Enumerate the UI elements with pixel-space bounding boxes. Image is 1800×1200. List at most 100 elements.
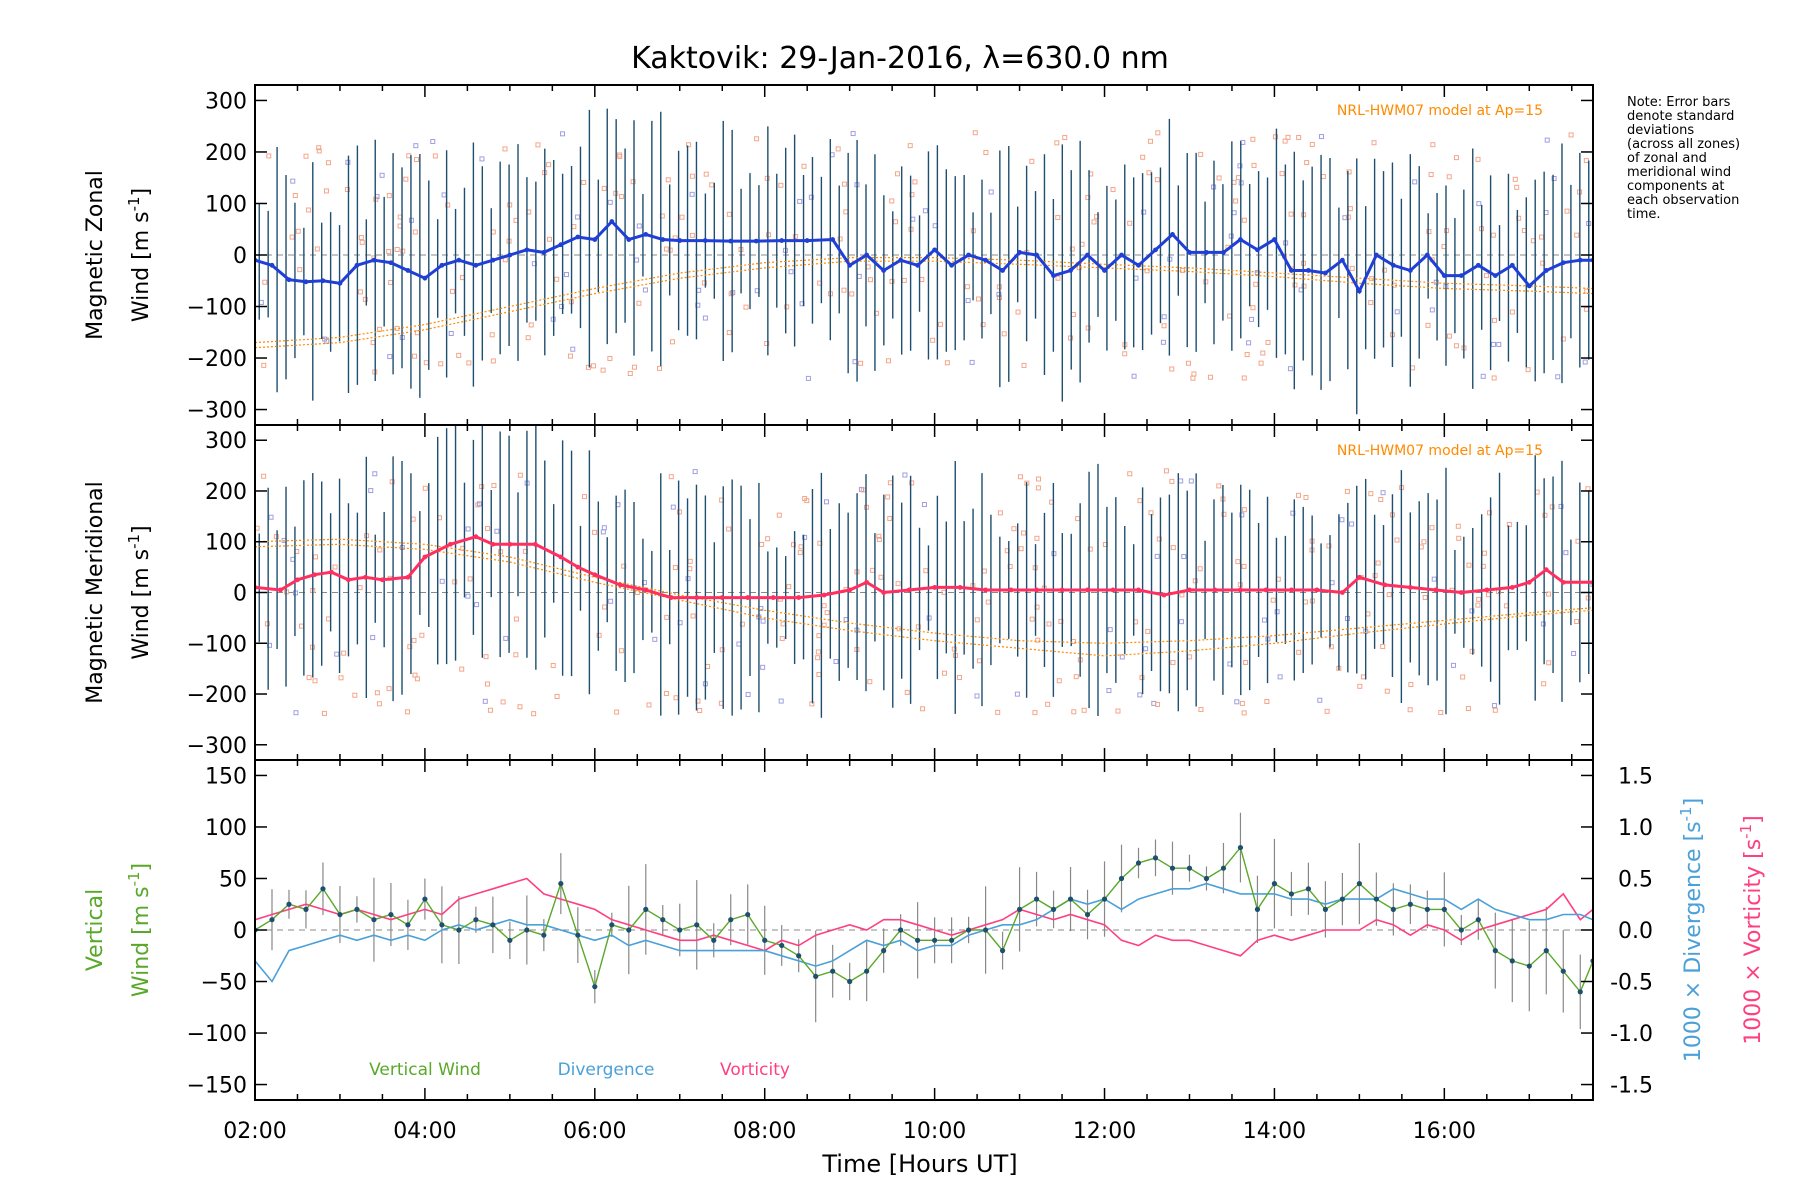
zone-sample-marker (1091, 219, 1097, 225)
zone-sample-marker (726, 211, 732, 217)
zone-sample-marker (972, 130, 978, 136)
zone-sample-marker (531, 711, 537, 717)
zone-sample-marker (1127, 471, 1133, 477)
zone-sample-marker (1491, 375, 1497, 381)
zone-sample-marker (1021, 362, 1027, 368)
zone-sample-marker (728, 291, 734, 297)
meridional-wind-point (881, 590, 887, 595)
zone-sample-marker (607, 355, 613, 361)
zone-sample-marker (1571, 651, 1577, 657)
zone-sample-marker (528, 322, 534, 328)
zone-sample-marker (1466, 562, 1472, 568)
zone-sample-marker (292, 193, 298, 199)
zone-sample-marker (1483, 273, 1489, 279)
zone-sample-marker (1506, 521, 1512, 527)
zone-sample-marker (1282, 138, 1288, 144)
zone-sample-marker (759, 541, 765, 547)
zone-sample-marker (465, 526, 471, 532)
zonal-wind-point (1085, 252, 1090, 258)
zone-sample-marker (517, 704, 523, 710)
zone-sample-marker (290, 178, 296, 184)
zone-sample-marker (1035, 485, 1041, 491)
zonal-wind-point (575, 234, 581, 240)
zone-sample-marker (922, 208, 928, 214)
zone-sample-marker (465, 593, 471, 599)
vertical-wind-point (1152, 855, 1159, 861)
vertical-wind-point (439, 922, 445, 928)
zone-sample-marker (1056, 678, 1062, 684)
zone-sample-marker (904, 689, 910, 695)
zone-sample-marker (1235, 559, 1241, 565)
zone-sample-marker (268, 514, 274, 520)
zone-sample-marker (841, 181, 847, 187)
zonal-wind-point (966, 252, 971, 258)
zone-sample-marker (821, 603, 827, 609)
vertical-wind-point (915, 937, 921, 943)
zonal-wind-point (1000, 268, 1005, 273)
zone-sample-marker (574, 214, 580, 220)
meridional-wind-point (643, 587, 649, 593)
zone-sample-marker (646, 702, 652, 708)
zone-sample-marker (289, 234, 295, 240)
y-tick-label: −100 (187, 632, 247, 657)
zone-sample-marker (485, 526, 491, 532)
zonal-wind-point (1034, 252, 1039, 258)
zone-sample-marker (567, 353, 573, 359)
zone-sample-marker (815, 649, 821, 655)
zone-sample-marker (634, 590, 640, 596)
zonal-wind-point (804, 238, 810, 243)
zone-sample-marker (1426, 229, 1432, 235)
vertical-wind-point (1424, 906, 1430, 912)
zone-sample-marker (386, 193, 392, 199)
zone-sample-marker (601, 525, 607, 531)
zonal-wind-point (592, 237, 598, 242)
vertical-wind-line (255, 846, 1593, 994)
y2-tick-label: 1.0 (1618, 816, 1653, 841)
zone-sample-marker (1119, 654, 1125, 660)
zonal-wind-point (677, 238, 683, 243)
y-axis-label-line1: Magnetic Meridional (83, 481, 108, 703)
zone-sample-marker (513, 616, 519, 622)
zone-sample-marker (1583, 158, 1589, 164)
zone-sample-marker (1110, 187, 1116, 193)
zone-sample-marker (745, 692, 751, 698)
zone-sample-marker (850, 131, 856, 137)
meridional-wind-point (1212, 587, 1218, 593)
zone-sample-marker (1410, 365, 1416, 371)
zone-sample-marker (983, 150, 989, 156)
zone-sample-marker (690, 613, 696, 619)
zone-sample-marker (1115, 708, 1121, 714)
zone-sample-marker (981, 568, 987, 574)
zone-sample-marker (1107, 627, 1113, 633)
zone-sample-marker (477, 501, 483, 507)
vertical-wind-point (320, 886, 326, 892)
zone-sample-marker (312, 554, 318, 560)
zone-sample-marker (618, 648, 624, 654)
vertical-wind-point (660, 917, 666, 923)
y2-tick-label: -0.5 (1610, 971, 1653, 996)
zone-sample-marker (535, 142, 541, 148)
zone-sample-marker (273, 534, 279, 540)
zone-sample-marker (1368, 491, 1374, 497)
vertical-wind-point (1101, 896, 1108, 902)
zone-sample-marker (915, 624, 921, 630)
zone-sample-marker (909, 480, 915, 486)
zone-sample-marker (1029, 616, 1035, 622)
zone-sample-marker (1320, 174, 1326, 180)
vertical-wind-point (405, 922, 411, 928)
zone-sample-marker (630, 179, 636, 185)
zone-sample-marker (619, 194, 625, 200)
note-line: time. (1627, 207, 1661, 222)
vertical-wind-point (337, 911, 343, 918)
meridional-wind-point (1484, 587, 1490, 593)
zone-sample-marker (663, 246, 669, 252)
zone-sample-marker (997, 510, 1003, 516)
zone-sample-marker (1169, 478, 1175, 484)
vertical-wind-point (388, 911, 394, 918)
y-tick-label: 300 (205, 429, 247, 454)
zone-sample-marker (743, 304, 749, 310)
zone-sample-marker (582, 494, 588, 500)
vertical-wind-point (1271, 881, 1278, 887)
vorticity-line (255, 877, 1593, 957)
zone-sample-marker (1143, 646, 1149, 652)
